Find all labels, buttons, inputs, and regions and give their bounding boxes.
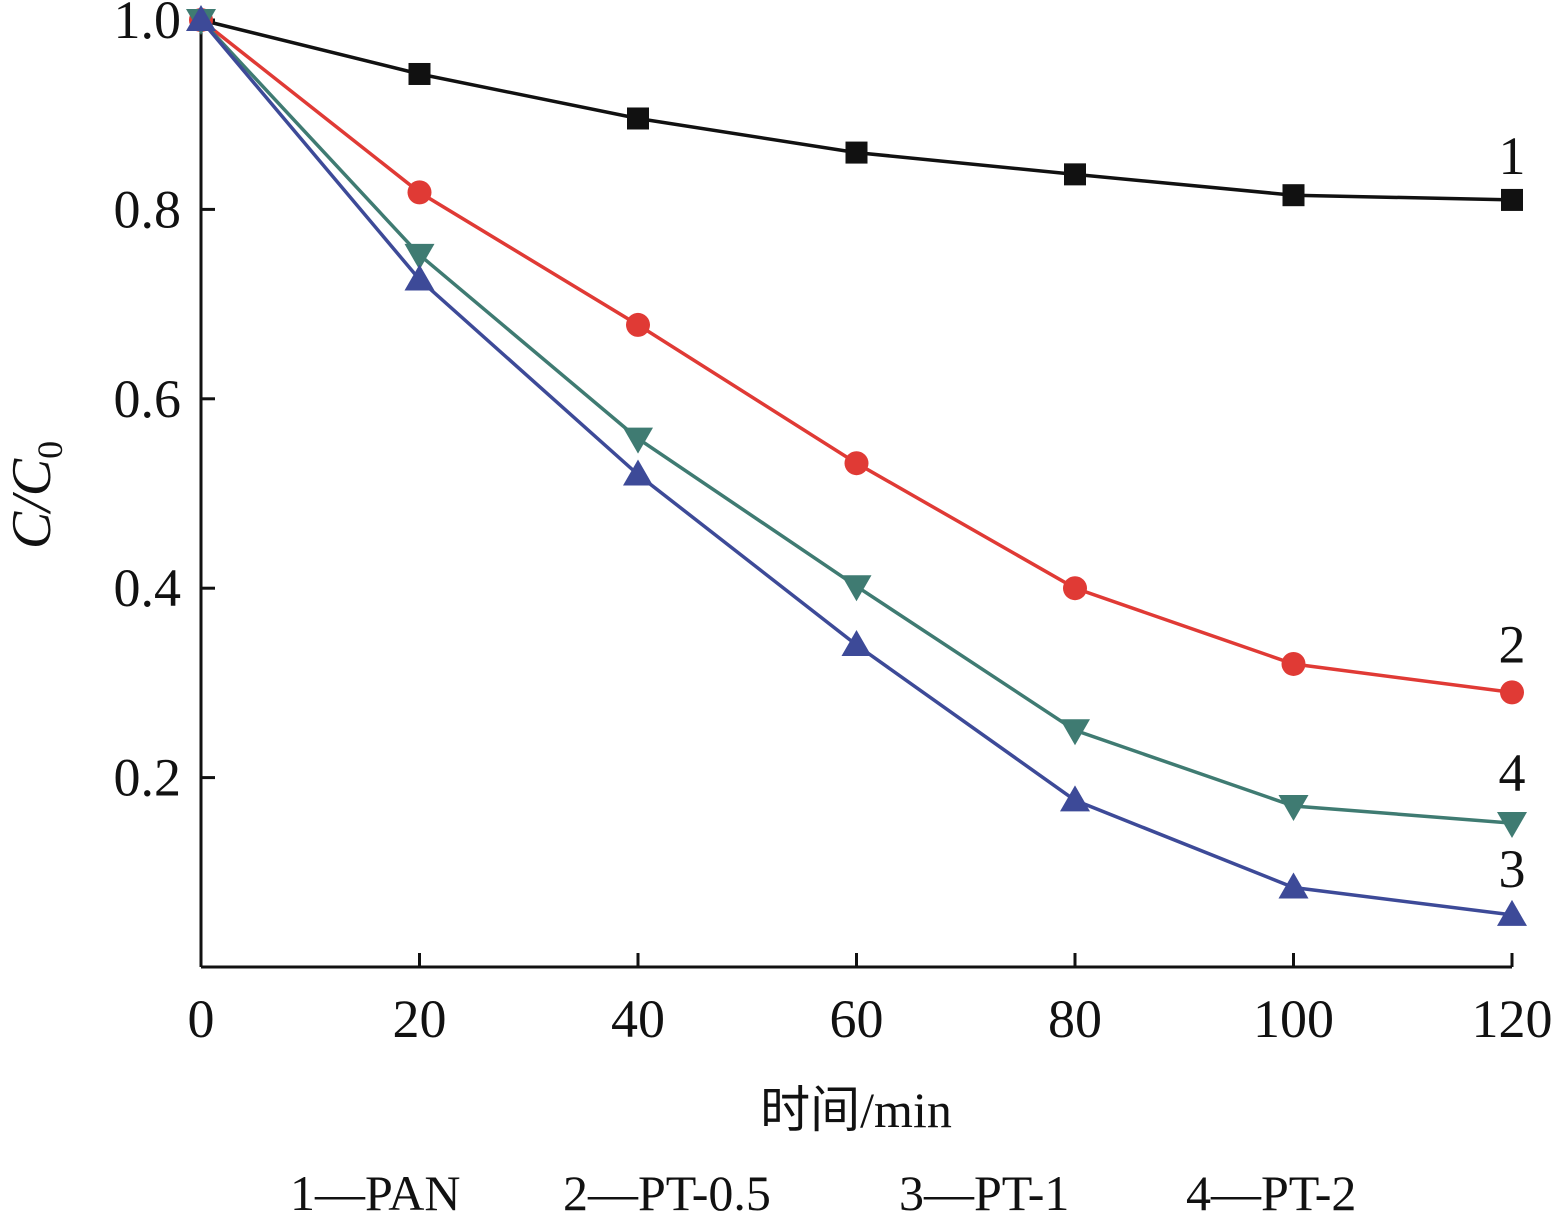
series-2-point-20 xyxy=(407,180,432,205)
series-1-point-20 xyxy=(408,62,431,85)
series-3-point-120 xyxy=(1497,899,1527,926)
y-tick-label-0.4: 0.4 xyxy=(114,558,182,618)
series-layer xyxy=(186,5,1527,926)
x-tick-label-20: 20 xyxy=(393,989,447,1049)
x-tick-label-100: 100 xyxy=(1253,989,1334,1049)
legend: 1—PAN 2—PT-0.5 3—PT-1 4—PT-2 xyxy=(290,1165,1356,1218)
series-1-point-120 xyxy=(1501,188,1523,211)
y-axis-title-subscript: 0 xyxy=(30,441,70,459)
legend-entry-pt-2: 4—PT-2 xyxy=(1186,1165,1356,1218)
series-4-line xyxy=(199,18,1513,825)
series-2-point-80 xyxy=(1063,576,1087,601)
x-axis-title: 时间/min xyxy=(760,1082,952,1138)
y-tick-label-1.0: 1.0 xyxy=(114,0,182,50)
series-1-point-80 xyxy=(1064,163,1086,186)
legend-entry-pt-1: 3—PT-1 xyxy=(899,1165,1069,1218)
series-2-point-100 xyxy=(1281,651,1306,676)
series-2-point-60 xyxy=(844,451,869,476)
series-4-point-120 xyxy=(1497,812,1527,839)
series-end-label-1: 1 xyxy=(1499,126,1526,186)
y-axis-title-main: C/C xyxy=(1,458,63,549)
series-3-point-80 xyxy=(1060,785,1090,812)
series-1-point-100 xyxy=(1282,184,1305,207)
x-tick-label-0: 0 xyxy=(188,989,215,1049)
x-ticks: 0 20 40 60 80 100 120 xyxy=(188,953,1553,1049)
series-1 xyxy=(190,9,1523,211)
series-4-point-40 xyxy=(623,427,653,454)
y-ticks: 0.2 0.4 0.6 0.8 1.0 xyxy=(114,0,215,808)
series-1-point-40 xyxy=(627,107,649,130)
series-end-label-4: 4 xyxy=(1499,743,1526,803)
series-2 xyxy=(189,8,1524,705)
series-end-labels: 1 2 3 4 xyxy=(1499,126,1526,899)
legend-entry-pan: 1—PAN xyxy=(290,1165,460,1218)
y-axis-title: C/C0 xyxy=(1,441,70,549)
series-end-label-3: 3 xyxy=(1499,839,1526,899)
series-3 xyxy=(186,5,1527,926)
x-tick-label-120: 120 xyxy=(1472,989,1553,1049)
legend-entry-pt-0-5: 2—PT-0.5 xyxy=(563,1165,771,1218)
series-3-point-0 xyxy=(186,5,216,31)
series-3-point-60 xyxy=(841,630,872,657)
series-1-line xyxy=(200,18,1513,202)
y-tick-label-0.2: 0.2 xyxy=(114,748,182,808)
series-3-point-40 xyxy=(623,459,653,486)
series-1-point-60 xyxy=(845,141,868,164)
y-tick-label-0.8: 0.8 xyxy=(114,179,182,239)
y-tick-label-0.6: 0.6 xyxy=(114,369,182,429)
series-4-point-60 xyxy=(841,575,872,602)
series-3-point-20 xyxy=(404,264,435,291)
series-4 xyxy=(186,9,1527,839)
series-4-point-80 xyxy=(1060,719,1090,746)
x-tick-label-80: 80 xyxy=(1048,989,1102,1049)
series-2-point-40 xyxy=(626,312,650,337)
series-4-point-100 xyxy=(1278,795,1309,822)
x-tick-label-40: 40 xyxy=(611,989,665,1049)
x-tick-label-60: 60 xyxy=(830,989,884,1049)
series-3-point-100 xyxy=(1278,872,1309,899)
series-4-point-20 xyxy=(404,243,435,270)
series-end-label-2: 2 xyxy=(1499,614,1526,674)
series-2-point-120 xyxy=(1500,680,1524,705)
